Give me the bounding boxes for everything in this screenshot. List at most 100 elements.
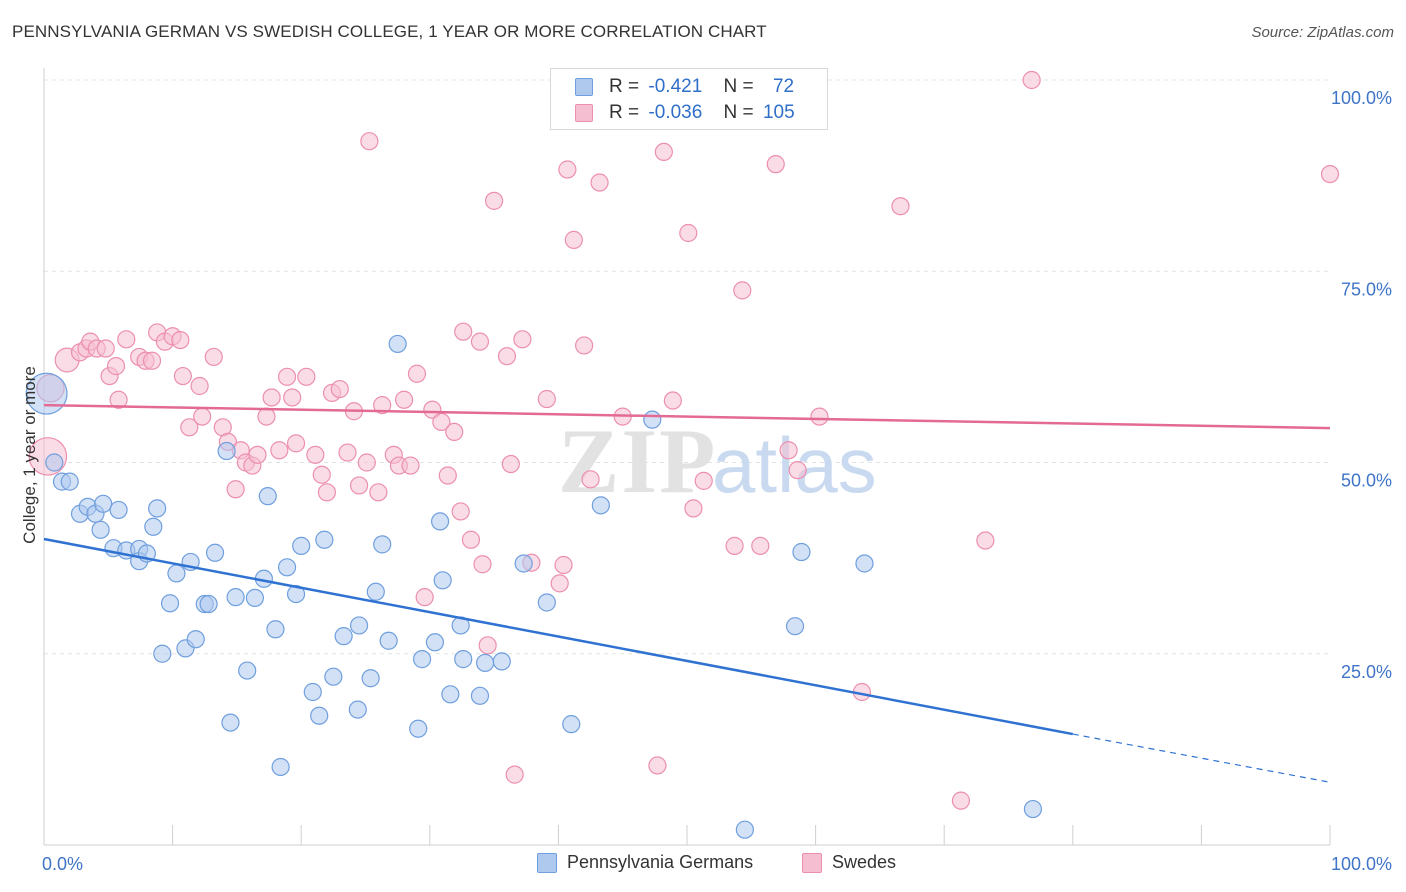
swedes-point bbox=[286, 434, 306, 453]
watermark: ZIP atlas bbox=[558, 410, 877, 512]
y-tick-label: 25.0% bbox=[1341, 662, 1392, 682]
swedes-point bbox=[445, 422, 464, 441]
swedes-point bbox=[297, 367, 316, 386]
swedes-point bbox=[497, 347, 517, 366]
swedes-point bbox=[654, 142, 673, 162]
swedes-point bbox=[283, 388, 302, 407]
swedes-point bbox=[369, 483, 388, 502]
swedes-point bbox=[106, 357, 126, 376]
grid-lines bbox=[44, 79, 1330, 655]
pennsylvania-germans-point bbox=[562, 715, 581, 734]
swedes-point bbox=[575, 336, 594, 355]
swedes-point bbox=[204, 347, 223, 367]
pennsylvania-germans-trend-extension bbox=[1072, 733, 1331, 783]
pennsylvania-germans-point bbox=[379, 631, 398, 650]
swedes-point bbox=[513, 330, 532, 349]
swedes-point bbox=[415, 588, 434, 607]
r-value: -0.036 bbox=[648, 102, 703, 123]
legend-swatch-blue bbox=[575, 78, 593, 96]
swedes-point bbox=[461, 530, 481, 549]
pennsylvania-germans-point bbox=[470, 686, 490, 705]
swedes-point bbox=[505, 765, 524, 784]
legend-label: Swedes bbox=[832, 852, 897, 872]
swedes-point bbox=[306, 445, 325, 464]
pennsylvania-germans-point bbox=[160, 594, 180, 613]
pennsylvania-germans-point bbox=[334, 627, 353, 646]
pennsylvania-germans-point bbox=[366, 582, 385, 601]
pennsylvania-germans-point bbox=[109, 500, 128, 520]
swedes-point bbox=[1022, 70, 1041, 90]
pennsylvania-germans-point bbox=[475, 653, 495, 673]
pennsylvania-germans-point bbox=[45, 453, 64, 472]
r-label: R = bbox=[609, 102, 640, 123]
swedes-point bbox=[501, 454, 520, 474]
swedes-point bbox=[751, 536, 770, 555]
legend-swatch-pink bbox=[575, 104, 593, 122]
swedes-point bbox=[648, 756, 667, 775]
n-value: 105 bbox=[762, 102, 795, 123]
pennsylvania-germans-point bbox=[266, 620, 285, 639]
legend-swatch-blue bbox=[537, 853, 557, 873]
pennsylvania-germans-point bbox=[430, 512, 450, 531]
pennsylvania-germans-point bbox=[454, 650, 473, 669]
swedes-point bbox=[438, 466, 457, 485]
pennsylvania-germans-point bbox=[60, 472, 79, 491]
swedes-point bbox=[788, 461, 807, 480]
pennsylvania-germans-point bbox=[258, 487, 277, 506]
x-tick-label: 0.0% bbox=[42, 854, 83, 874]
pennsylvania-germans-point bbox=[292, 536, 311, 555]
swedes-point bbox=[473, 555, 492, 574]
pennsylvania-germans-point bbox=[271, 757, 290, 777]
n-label: N = bbox=[723, 102, 754, 123]
y-tick-label: 100.0% bbox=[1331, 88, 1392, 108]
swedes-point bbox=[394, 390, 414, 409]
swedes-point bbox=[173, 366, 192, 386]
swedes-point bbox=[360, 132, 379, 151]
swedes-point bbox=[590, 173, 609, 192]
swedes-point bbox=[190, 376, 209, 396]
swedes-point bbox=[142, 351, 162, 370]
pennsylvania-germans-point bbox=[217, 441, 236, 461]
pennsylvania-germans-point bbox=[409, 719, 428, 738]
pennsylvania-germans-point bbox=[148, 499, 167, 518]
swedes-point bbox=[96, 339, 115, 358]
swedes-point bbox=[171, 331, 190, 350]
pennsylvania-germans-point bbox=[537, 593, 556, 612]
pennsylvania-germans-point bbox=[591, 496, 610, 515]
pennsylvania-germans-point bbox=[245, 588, 265, 608]
pennsylvania-germans-point bbox=[792, 542, 811, 562]
source-label: Source: ZipAtlas.com bbox=[1251, 24, 1394, 41]
swedes-point bbox=[810, 407, 829, 426]
swedes-point bbox=[117, 330, 136, 349]
tick-labels: 25.0% 50.0% 75.0% 100.0% 0.0% 100.0% bbox=[42, 88, 1392, 874]
pennsylvania-germans-point bbox=[855, 554, 874, 573]
swedes-trend-line bbox=[43, 403, 1331, 430]
pennsylvania-germans-point bbox=[361, 669, 380, 688]
swedes-point bbox=[451, 502, 470, 521]
pennsylvania-germans-point bbox=[186, 630, 205, 649]
swedes-point bbox=[262, 388, 281, 407]
swedes-point bbox=[779, 441, 798, 460]
chart-title: PENNSYLVANIA GERMAN VS SWEDISH COLLEGE, … bbox=[12, 22, 767, 41]
y-axis-label: College, 1 year or more bbox=[20, 366, 39, 544]
pennsylvania-germans-point bbox=[167, 564, 186, 583]
swedes-point bbox=[248, 445, 267, 464]
swedes-point bbox=[733, 281, 752, 300]
pennsylvania-germans-point bbox=[324, 667, 343, 686]
pennsylvania-germans-point bbox=[25, 372, 68, 415]
swedes-point bbox=[663, 391, 682, 410]
pennsylvania-germans-point bbox=[153, 644, 172, 663]
swedes-point bbox=[277, 367, 297, 386]
pennsylvania-germans-point bbox=[412, 650, 432, 669]
legend-label: Pennsylvania Germans bbox=[567, 852, 754, 872]
pennsylvania-germans-point bbox=[388, 334, 407, 354]
y-tick-label: 50.0% bbox=[1341, 471, 1392, 491]
pennsylvania-germans-point bbox=[785, 617, 805, 636]
pennsylvania-germans-point bbox=[205, 543, 225, 562]
pennsylvania-germans-point bbox=[144, 517, 163, 536]
pennsylvania-germans-point bbox=[238, 661, 257, 680]
swedes-point bbox=[485, 191, 504, 210]
swedes-point bbox=[725, 536, 744, 555]
pennsylvania-germans-point bbox=[277, 558, 297, 577]
pennsylvania-germans-point bbox=[348, 700, 367, 719]
